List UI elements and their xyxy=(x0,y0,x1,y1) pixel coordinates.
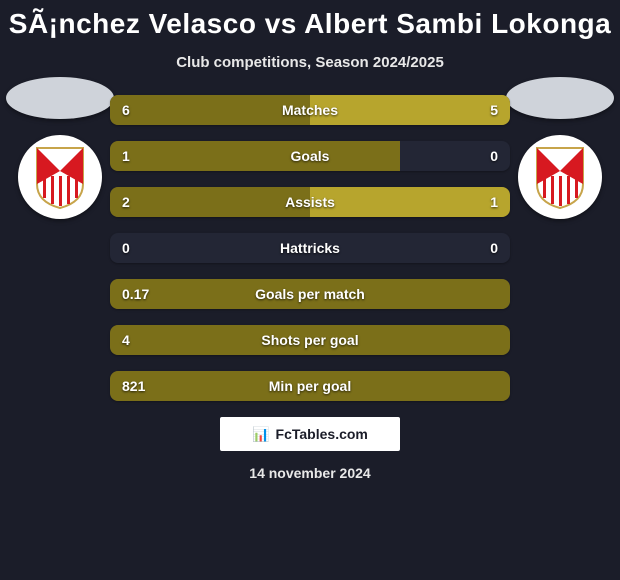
stat-label: Shots per goal xyxy=(110,325,510,355)
subtitle: Club competitions, Season 2024/2025 xyxy=(0,54,620,71)
stat-label: Min per goal xyxy=(110,371,510,401)
stat-label: Goals per match xyxy=(110,279,510,309)
footer-date: 14 november 2024 xyxy=(0,465,620,481)
stat-row: 0.17Goals per match xyxy=(110,279,510,309)
stat-value-right: 5 xyxy=(490,95,498,125)
footer-brand[interactable]: 📊 FcTables.com xyxy=(220,417,400,451)
chart-icon: 📊 xyxy=(252,426,269,443)
stats-bars: 6Matches51Goals02Assists10Hattricks00.17… xyxy=(110,95,510,401)
player-right-avatar xyxy=(506,77,614,119)
stat-label: Goals xyxy=(110,141,510,171)
stat-row: 2Assists1 xyxy=(110,187,510,217)
page-title: SÃ¡nchez Velasco vs Albert Sambi Lokonga xyxy=(0,0,620,40)
stat-value-right: 1 xyxy=(490,187,498,217)
player-left-avatar xyxy=(6,77,114,119)
sevilla-crest-icon xyxy=(533,144,587,210)
player-right-club-badge xyxy=(518,135,602,219)
player-left-club-badge xyxy=(18,135,102,219)
stat-label: Hattricks xyxy=(110,233,510,263)
stat-label: Matches xyxy=(110,95,510,125)
stat-value-right: 0 xyxy=(490,233,498,263)
stat-row: 4Shots per goal xyxy=(110,325,510,355)
stat-label: Assists xyxy=(110,187,510,217)
stat-row: 0Hattricks0 xyxy=(110,233,510,263)
stat-row: 821Min per goal xyxy=(110,371,510,401)
stat-row: 1Goals0 xyxy=(110,141,510,171)
player-left-slot xyxy=(0,77,120,219)
footer-brand-text: FcTables.com xyxy=(276,426,368,442)
player-right-slot xyxy=(500,77,620,219)
stat-row: 6Matches5 xyxy=(110,95,510,125)
stat-value-right: 0 xyxy=(490,141,498,171)
sevilla-crest-icon xyxy=(33,144,87,210)
comparison-content: 6Matches51Goals02Assists10Hattricks00.17… xyxy=(0,95,620,401)
